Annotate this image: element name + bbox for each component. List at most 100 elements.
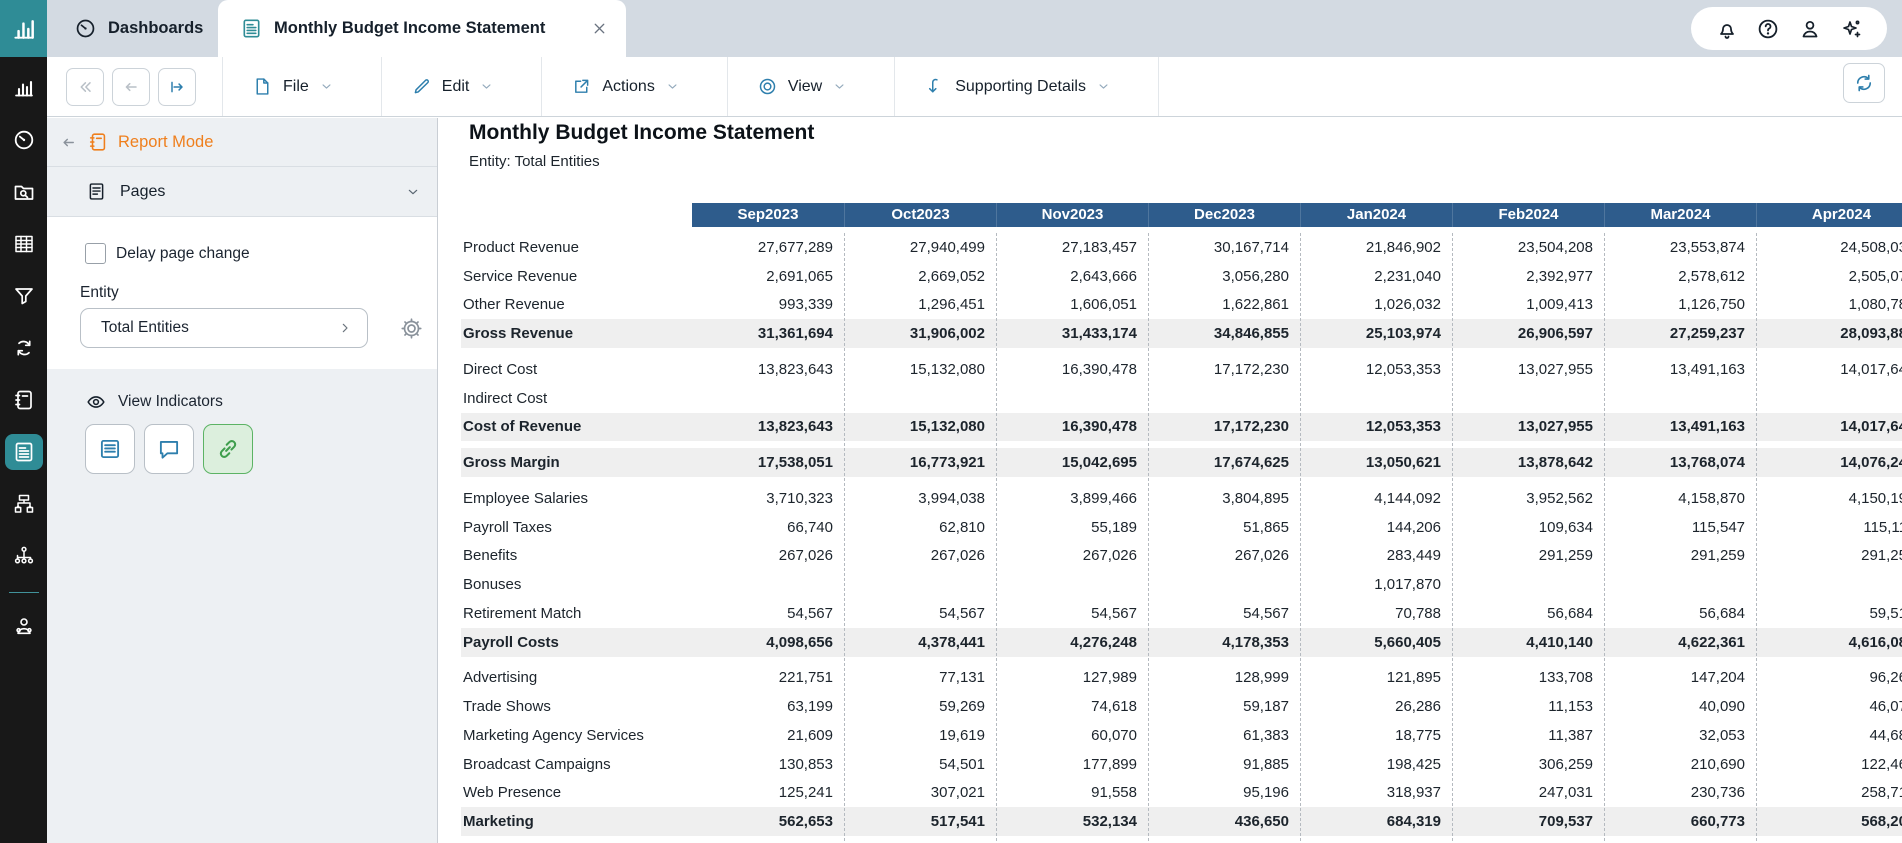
cell-Nov2023[interactable]: 127,989 — [1082, 669, 1137, 687]
cell-Feb2024[interactable]: 709,537 — [1538, 813, 1593, 831]
comments-indicator-button[interactable] — [144, 424, 194, 474]
cell-Feb2024[interactable]: 109,634 — [1538, 518, 1593, 536]
cell-Oct2023[interactable]: 54,567 — [939, 604, 985, 622]
cell-Mar2024[interactable]: 660,773 — [1690, 813, 1745, 831]
cell-Sep2023[interactable]: 66,740 — [787, 518, 833, 536]
cell-Sep2023[interactable]: 54,567 — [787, 604, 833, 622]
cell-Mar2024[interactable]: 40,090 — [1699, 698, 1745, 716]
cell-Nov2023[interactable]: 54,567 — [1091, 604, 1137, 622]
account-button[interactable] — [1798, 17, 1822, 41]
cell-Oct2023[interactable]: 62,810 — [939, 518, 985, 536]
cell-Jan2024[interactable]: 198,425 — [1386, 755, 1441, 773]
cell-Sep2023[interactable]: 27,677,289 — [757, 238, 833, 256]
cell-Oct2023[interactable]: 267,026 — [930, 547, 985, 565]
table-row-payroll-taxes[interactable]: Payroll Taxes 66,740 62,810 55,189 51,865 144… — [461, 513, 1902, 542]
cell-Dec2023[interactable]: 61,383 — [1243, 726, 1289, 744]
cell-Dec2023[interactable]: 59,187 — [1243, 698, 1289, 716]
table-row-direct-cost[interactable]: Direct Cost 13,823,643 15,132,080 16,390,47… — [461, 355, 1902, 384]
cell-Nov2023[interactable]: 60,070 — [1091, 726, 1137, 744]
cell-Dec2023[interactable]: 91,885 — [1243, 755, 1289, 773]
cell-Oct2023[interactable]: 2,669,052 — [918, 267, 985, 285]
column-header-Mar2024[interactable]: Mar2024 — [1604, 203, 1756, 227]
cell-Sep2023[interactable]: 31,361,694 — [757, 325, 833, 343]
cell-Feb2024[interactable]: 26,906,597 — [1517, 325, 1593, 343]
cell-Mar2024[interactable]: 147,204 — [1690, 669, 1745, 687]
column-header-Apr2024[interactable]: Apr2024 — [1756, 203, 1902, 227]
cell-Nov2023[interactable]: 74,618 — [1091, 698, 1137, 716]
cell-Dec2023[interactable]: 1,622,861 — [1222, 296, 1289, 314]
cell-Sep2023[interactable]: 267,026 — [778, 547, 833, 565]
table-row-bonuses[interactable]: Bonuses 1,017,870 — [461, 570, 1902, 599]
cell-Oct2023[interactable]: 1,296,451 — [918, 296, 985, 314]
cell-Oct2023[interactable]: 307,021 — [930, 784, 985, 802]
table-row-employee-salaries[interactable]: Employee Salaries 3,710,323 3,994,038 3,899… — [461, 484, 1902, 513]
cell-Jan2024[interactable]: 1,026,032 — [1374, 296, 1441, 314]
help-button[interactable] — [1756, 17, 1780, 41]
cell-Apr2024[interactable]: 122,46 — [1861, 755, 1902, 773]
cell-Dec2023[interactable]: 30,167,714 — [1213, 238, 1289, 256]
cell-Nov2023[interactable]: 4,276,248 — [1070, 633, 1137, 651]
cell-Apr2024[interactable]: 2,505,07 — [1848, 267, 1902, 285]
cell-Feb2024[interactable]: 2,392,977 — [1526, 267, 1593, 285]
cell-Oct2023[interactable]: 3,994,038 — [918, 489, 985, 507]
cell-Mar2024[interactable]: 291,259 — [1690, 547, 1745, 565]
cell-Apr2024[interactable]: 115,11 — [1863, 518, 1902, 536]
pages-section-header[interactable]: Pages — [47, 167, 437, 217]
cell-Jan2024[interactable]: 684,319 — [1386, 813, 1441, 831]
cell-Nov2023[interactable]: 31,433,174 — [1061, 325, 1137, 343]
chevron-down-icon[interactable] — [405, 184, 421, 200]
cell-Feb2024[interactable]: 306,259 — [1538, 755, 1593, 773]
cell-Sep2023[interactable]: 4,098,656 — [766, 633, 833, 651]
cell-Apr2024[interactable]: 1,080,78 — [1848, 296, 1902, 314]
cell-Jan2024[interactable]: 26,286 — [1395, 698, 1441, 716]
cell-Nov2023[interactable]: 16,390,478 — [1061, 360, 1137, 378]
cell-Dec2023[interactable]: 17,674,625 — [1213, 454, 1289, 472]
table-row-benefits[interactable]: Benefits 267,026 267,026 267,026 267,026 283,… — [461, 542, 1902, 571]
cell-Apr2024[interactable]: 46,07 — [1869, 698, 1902, 716]
cell-Sep2023[interactable]: 125,241 — [778, 784, 833, 802]
cell-Apr2024[interactable]: 291,25 — [1861, 547, 1902, 565]
cell-Oct2023[interactable]: 19,619 — [939, 726, 985, 744]
app-logo[interactable] — [0, 0, 47, 57]
cell-Jan2024[interactable]: 13,050,621 — [1365, 454, 1441, 472]
cell-Jan2024[interactable]: 1,017,870 — [1374, 576, 1441, 594]
cell-Apr2024[interactable]: 4,616,08 — [1848, 633, 1902, 651]
sidebar-item-analytics[interactable] — [5, 70, 43, 106]
notifications-button[interactable] — [1715, 17, 1739, 41]
cell-Dec2023[interactable]: 17,172,230 — [1213, 418, 1289, 436]
cell-Mar2024[interactable]: 210,690 — [1690, 755, 1745, 773]
cell-Jan2024[interactable]: 70,788 — [1395, 604, 1441, 622]
sidebar-item-processes[interactable] — [5, 486, 43, 522]
cell-Apr2024[interactable]: 24,508,03 — [1840, 238, 1902, 256]
cell-Dec2023[interactable]: 436,650 — [1234, 813, 1289, 831]
cell-Jan2024[interactable]: 2,231,040 — [1374, 267, 1441, 285]
cell-Dec2023[interactable]: 3,056,280 — [1222, 267, 1289, 285]
table-row-gross-margin[interactable]: Gross Margin 17,538,051 16,773,921 15,042,6… — [461, 448, 1902, 477]
cell-Feb2024[interactable]: 291,259 — [1538, 547, 1593, 565]
cell-Mar2024[interactable]: 23,553,874 — [1669, 238, 1745, 256]
cell-Sep2023[interactable]: 562,653 — [778, 813, 833, 831]
table-row-web-presence[interactable]: Web Presence 125,241 307,021 91,558 95,196 31… — [461, 779, 1902, 808]
cell-Oct2023[interactable]: 77,131 — [939, 669, 985, 687]
cell-Sep2023[interactable]: 63,199 — [787, 698, 833, 716]
cell-Sep2023[interactable]: 3,710,323 — [766, 489, 833, 507]
cell-Oct2023[interactable]: 27,940,499 — [909, 238, 985, 256]
cell-Apr2024[interactable]: 14,017,64 — [1840, 360, 1902, 378]
cell-Nov2023[interactable]: 1,606,051 — [1070, 296, 1137, 314]
cell-Nov2023[interactable]: 177,899 — [1082, 755, 1137, 773]
cell-Sep2023[interactable]: 13,823,643 — [757, 418, 833, 436]
cell-Apr2024[interactable]: 44,68 — [1869, 726, 1902, 744]
cell-Mar2024[interactable]: 56,684 — [1699, 604, 1745, 622]
cell-Dec2023[interactable]: 3,804,895 — [1222, 489, 1289, 507]
cell-Dec2023[interactable]: 51,865 — [1243, 518, 1289, 536]
tab-report[interactable]: Monthly Budget Income Statement — [218, 0, 626, 57]
close-icon[interactable] — [591, 20, 608, 37]
sidebar-item-filters[interactable] — [5, 278, 43, 314]
cell-Jan2024[interactable]: 5,660,405 — [1374, 633, 1441, 651]
cell-Nov2023[interactable]: 15,042,695 — [1061, 454, 1137, 472]
sidebar-item-org-chart[interactable] — [5, 538, 43, 574]
table-row-advertising[interactable]: Advertising 221,751 77,131 127,989 128,999 12… — [461, 664, 1902, 693]
cell-Oct2023[interactable]: 517,541 — [930, 813, 985, 831]
cell-Mar2024[interactable]: 32,053 — [1699, 726, 1745, 744]
cell-Feb2024[interactable]: 4,410,140 — [1526, 633, 1593, 651]
